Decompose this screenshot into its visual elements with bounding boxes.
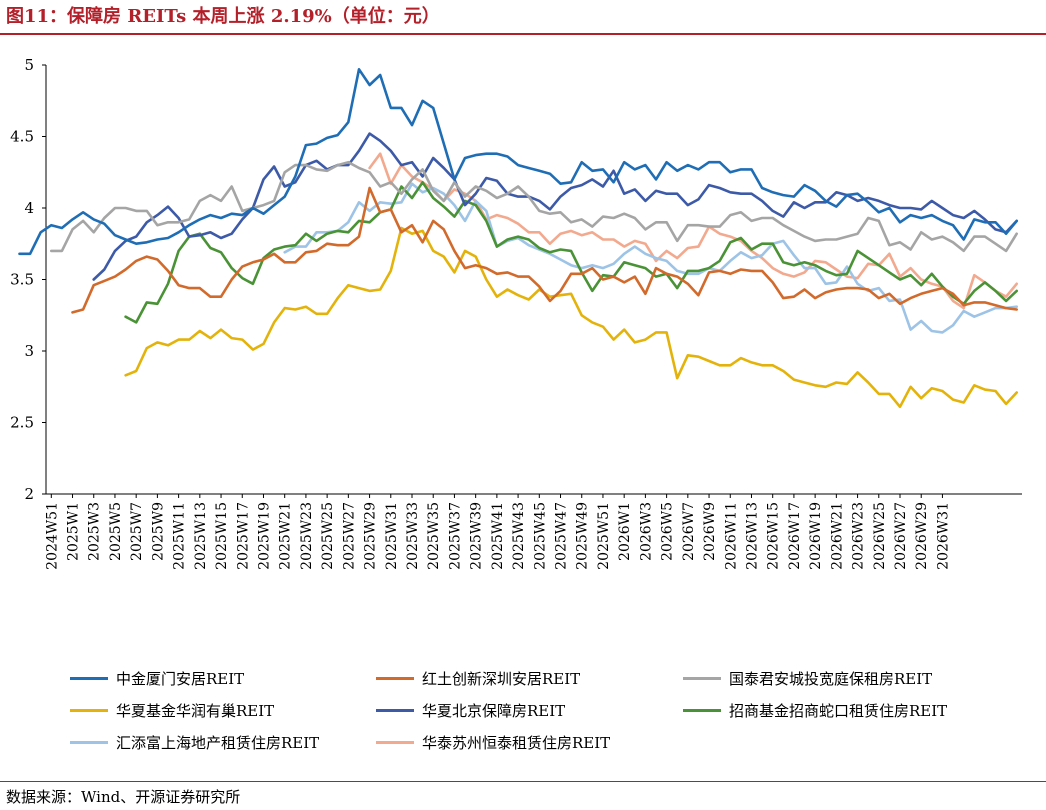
y-tick-label: 3.5 [10,271,34,289]
series-line-3 [49,160,1019,253]
x-tick-label: 2026W19 [808,502,824,570]
legend-item: 红土创新深圳安居REIT [376,666,580,690]
y-tick-label: 4 [24,199,34,217]
x-tick-label: 2026W27 [893,502,909,570]
legend-swatch [70,708,108,712]
x-tick-label: 2026W25 [872,502,888,570]
legend-swatch [683,708,721,712]
x-tick-label: 2026W21 [829,502,845,570]
x-tick-label: 2025W13 [193,502,209,570]
x-tick-label: 2025W41 [490,502,506,570]
y-tick-label: 3 [24,342,34,360]
legend-item: 华夏基金华润有巢REIT [70,698,274,722]
x-tick-label: 2025W3 [87,502,103,561]
legend-item: 华夏北京保障房REIT [376,698,565,722]
series-line-6 [124,181,1019,324]
y-tick-label: 2.5 [10,414,34,432]
x-tick-label: 2025W5 [108,502,124,561]
x-tick-label: 2025W37 [447,502,463,570]
title-rule [0,33,1046,35]
legend-item: 招商基金招商蛇口租赁住房REIT [683,698,947,722]
x-tick-label: 2026W11 [723,502,739,570]
x-tick-label: 2025W33 [405,502,421,570]
x-tick-label: 2026W13 [744,502,760,570]
legend-item: 华泰苏州恒泰租赁住房REIT [376,730,610,754]
x-tick-label: 2025W27 [341,502,357,570]
x-tick-label: 2025W1 [66,502,82,561]
legend-swatch [70,676,108,680]
x-tick-label: 2026W29 [914,502,930,570]
x-tick-label: 2025W45 [532,502,548,570]
y-tick-label: 5 [24,56,34,74]
y-tick-label: 4.5 [10,128,34,146]
legend-label: 华夏北京保障房REIT [422,701,566,720]
legend-label: 汇添富上海地产租赁住房REIT [116,733,320,752]
x-tick-label: 2024W51 [44,502,60,570]
x-tick-label: 2026W7 [681,502,697,561]
x-tick-label: 2025W9 [150,502,166,561]
x-tick-label: 2025W15 [214,502,230,570]
chart-legend: 中金厦门安居REIT 红土创新深圳安居REIT 国泰君安城投宽庭保租房REIT 华夏基… [0,660,1046,770]
x-tick-label: 2025W21 [278,502,294,570]
series-line-1 [18,68,1019,256]
legend-swatch [376,740,414,744]
x-tick-label: 2025W51 [596,502,612,570]
series-line-4 [124,226,1019,409]
x-tick-label: 2025W49 [575,502,591,570]
x-tick-label: 2025W11 [172,502,188,570]
x-tick-label: 2025W25 [320,502,336,570]
x-tick-label: 2025W29 [363,502,379,570]
legend-item: 汇添富上海地产租赁住房REIT [70,730,319,754]
legend-swatch [376,676,414,680]
x-tick-label: 2026W23 [851,502,867,570]
series-line-2 [71,186,1019,314]
legend-label: 国泰君安城投宽庭保租房REIT [729,669,933,688]
legend-label: 红土创新深圳安居REIT [422,669,581,688]
line-chart: 2 2.5 3 3.5 4 4.5 5 2024W51 2025W1 2025W3 2025W5 20… [10,56,1022,570]
x-tick-label: 2025W23 [299,502,315,570]
x-tick-label: 2026W3 [638,502,654,561]
x-tick-label: 2026W17 [787,502,803,570]
x-tick-label: 2025W19 [256,502,272,570]
legend-swatch [683,676,721,680]
x-tick-label: 2025W7 [129,502,145,561]
bottom-rule [0,781,1046,782]
legend-label: 中金厦门安居REIT [116,669,245,688]
x-tick-label: 2025W47 [554,502,570,570]
legend-item: 中金厦门安居REIT [70,666,244,690]
x-tick-label: 2026W15 [766,502,782,570]
data-source-note: 数据来源：Wind、开源证券研究所 [6,788,241,806]
x-tick-label: 2026W1 [617,502,633,561]
chart-title: 图11：保障房 REITs 本周上涨 2.19%（单位：元） [6,6,440,27]
y-tick-label: 2 [24,485,34,503]
x-tick-label: 2026W9 [702,502,718,561]
x-tick-label: 2026W5 [660,502,676,561]
x-tick-label: 2026W31 [935,502,951,570]
legend-label: 华夏基金华润有巢REIT [116,701,275,720]
legend-item: 国泰君安城投宽庭保租房REIT [683,666,932,690]
legend-label: 华泰苏州恒泰租赁住房REIT [422,733,611,752]
legend-label: 招商基金招商蛇口租赁住房REIT [729,701,948,720]
x-tick-label: 2025W43 [511,502,527,570]
x-tick-label: 2025W17 [235,502,251,570]
legend-swatch [376,708,414,712]
x-tick-label: 2025W35 [426,502,442,570]
x-tick-label: 2025W31 [384,502,400,570]
x-tick-label: 2025W39 [469,502,485,570]
legend-swatch [70,740,108,744]
